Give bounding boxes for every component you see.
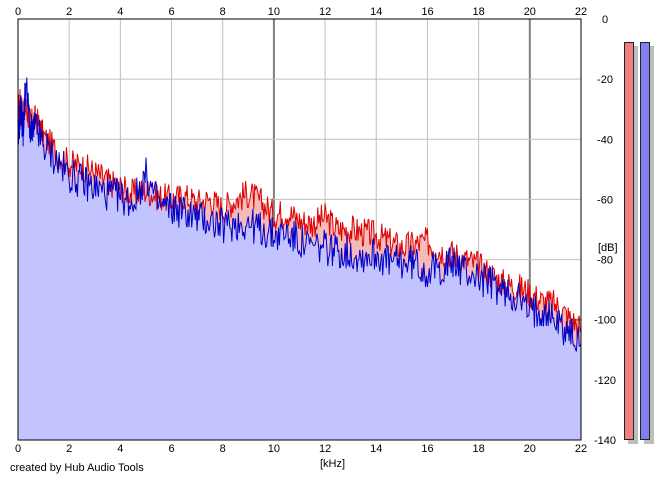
level-meter-right <box>640 42 650 440</box>
y-tick-label: 0 <box>602 14 608 26</box>
x-tick-label-bottom: 18 <box>473 443 485 455</box>
x-tick-label: 14 <box>370 6 382 18</box>
x-axis-label: [kHz] <box>320 458 345 470</box>
x-tick-label-bottom: 4 <box>117 443 123 455</box>
x-tick-label-bottom: 16 <box>421 443 433 455</box>
x-tick-label-bottom: 22 <box>575 443 587 455</box>
fill-layer <box>18 77 581 440</box>
y-tick-label: -100 <box>594 315 616 327</box>
y-tick-label: -40 <box>597 134 613 146</box>
x-tick-label-bottom: 20 <box>524 443 536 455</box>
plot-border <box>17 18 582 441</box>
y-axis-label: [dB] <box>598 242 618 254</box>
x-tick-label-bottom: 8 <box>220 443 226 455</box>
x-tick-label: 0 <box>15 6 21 18</box>
right-channel-line <box>17 77 582 352</box>
y-tick-label: -120 <box>594 375 616 387</box>
x-tick-label: 2 <box>66 6 72 18</box>
x-tick-label: 12 <box>319 6 331 18</box>
credit-text: created by Hub Audio Tools <box>10 462 144 474</box>
x-tick-label-bottom: 10 <box>268 443 280 455</box>
x-tick-label: 20 <box>524 6 536 18</box>
x-tick-label: 10 <box>268 6 280 18</box>
x-tick-label: 22 <box>575 6 587 18</box>
y-tick-label: -80 <box>597 255 613 267</box>
x-tick-label-bottom: 14 <box>370 443 382 455</box>
x-tick-label: 16 <box>421 6 433 18</box>
x-tick-label: 6 <box>168 6 174 18</box>
y-tick-label: -60 <box>597 194 613 206</box>
x-tick-label: 18 <box>473 6 485 18</box>
x-tick-label-bottom: 6 <box>168 443 174 455</box>
x-tick-label-bottom: 12 <box>319 443 331 455</box>
x-tick-label-bottom: 0 <box>15 443 21 455</box>
line-layer <box>17 77 582 352</box>
y-tick-label: -140 <box>594 435 616 447</box>
y-tick-label: -20 <box>597 74 613 86</box>
right-channel-area <box>18 77 581 440</box>
x-tick-label: 8 <box>220 6 226 18</box>
tick-layer: 002244668810101212141416161818202022220-… <box>15 6 616 455</box>
level-meter-left <box>624 42 634 440</box>
x-tick-label: 4 <box>117 6 123 18</box>
x-tick-label-bottom: 2 <box>66 443 72 455</box>
